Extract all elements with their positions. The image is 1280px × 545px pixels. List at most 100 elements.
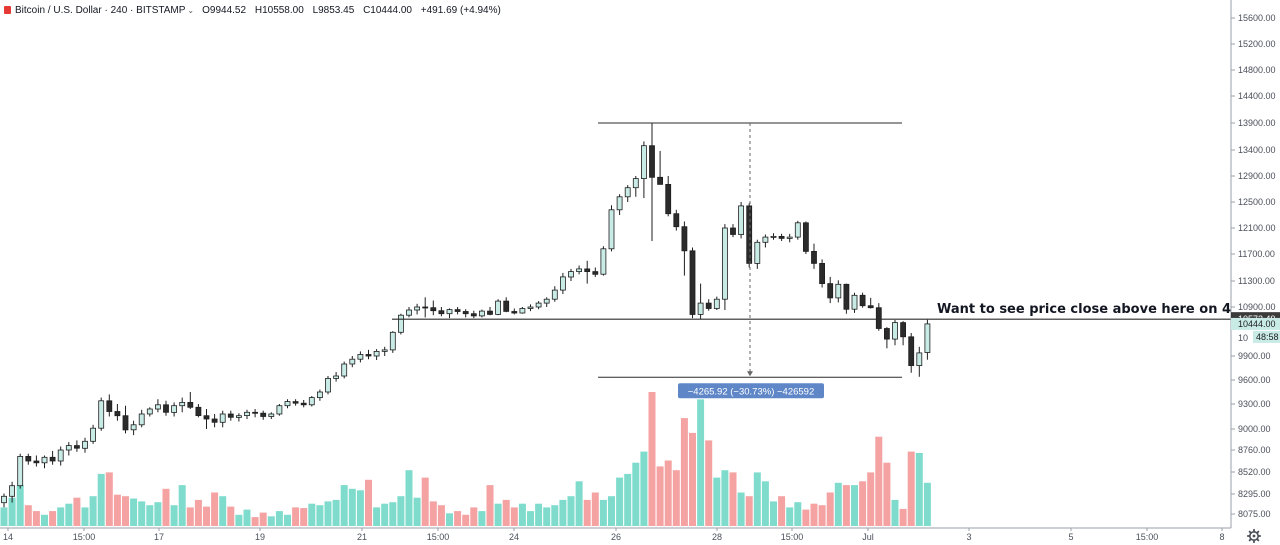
candle	[422, 297, 429, 318]
volume-bar	[745, 496, 753, 526]
candle	[527, 304, 534, 312]
volume-bar	[389, 502, 397, 526]
hidden-price-label: 10	[1238, 333, 1248, 343]
volume-bar	[122, 496, 129, 526]
time-tick-label: 5	[1068, 532, 1073, 542]
candle	[211, 414, 218, 428]
volume-bar	[502, 499, 510, 526]
price-tick-label: 10900.00	[1238, 302, 1276, 312]
volume-bar	[899, 508, 907, 526]
candle	[470, 310, 477, 319]
price-tick-label: 8760.00	[1238, 445, 1271, 455]
candle	[641, 141, 647, 199]
candle	[681, 221, 688, 276]
candle	[819, 259, 825, 288]
volume-bar	[49, 511, 57, 526]
time-tick-label: 15:00	[73, 532, 96, 542]
candle	[98, 397, 105, 431]
price-tick-label: 8295.00	[1238, 489, 1271, 499]
volume-bar	[680, 418, 688, 526]
volume-bar	[89, 496, 97, 526]
volume-bar	[907, 451, 915, 526]
price-tick-label: 12900.00	[1238, 171, 1276, 181]
candle	[584, 260, 591, 284]
volume-bar	[851, 485, 858, 526]
candle	[568, 268, 574, 281]
volume-bar	[203, 506, 210, 526]
candle	[900, 321, 906, 346]
candle	[835, 280, 842, 303]
time-tick-label: 15:00	[781, 532, 804, 542]
volume-bar	[421, 477, 429, 526]
price-tick-label: 11700.00	[1238, 249, 1275, 259]
range-measure[interactable]: −4265.92 (−30.73%) −426592	[598, 122, 902, 399]
candle	[9, 481, 16, 503]
range-label: −4265.92 (−30.73%) −426592	[688, 386, 815, 397]
chart-legend: Bitcoin / U.S. Dollar · 240 · BITSTAMP ⌄…	[0, 2, 507, 18]
candle	[341, 361, 348, 379]
candle	[867, 297, 874, 309]
volume-bar	[259, 512, 267, 526]
volume-bar	[494, 503, 502, 526]
candle	[673, 209, 680, 231]
volume-bar	[454, 511, 462, 526]
candle	[535, 301, 542, 310]
candle	[333, 372, 340, 382]
volume-bar	[915, 453, 923, 526]
candle	[260, 410, 267, 420]
volume-bars	[0, 392, 931, 526]
candle	[235, 413, 242, 422]
candle	[689, 247, 696, 319]
candle	[195, 404, 202, 418]
volume-bar	[194, 499, 202, 526]
volume-bar	[292, 507, 300, 526]
volume-bar	[583, 499, 591, 526]
candle	[713, 296, 720, 310]
candle	[276, 404, 283, 416]
volume-bar	[697, 399, 705, 526]
candle	[657, 151, 663, 185]
volume-bar	[73, 497, 81, 526]
candle	[892, 320, 898, 346]
volume-bar	[219, 496, 227, 526]
candlesticks	[1, 123, 931, 508]
candle	[543, 297, 550, 307]
volume-bar	[235, 514, 243, 526]
candle	[511, 308, 518, 315]
price-axis-bg	[1231, 0, 1280, 528]
candle	[430, 300, 437, 316]
volume-bar	[729, 472, 737, 526]
time-axis[interactable]: 14 15:00 17 19 21 15:00 24 26 28 15:00 Jul 3 5 15:00 8	[3, 528, 1225, 542]
symbol-title[interactable]: Bitcoin / U.S. Dollar · 240 · BITSTAMP	[15, 4, 186, 16]
candle	[478, 309, 485, 318]
chevron-down-icon[interactable]: ⌄	[187, 5, 195, 15]
volume-bar	[316, 505, 324, 526]
volume-bar	[251, 517, 259, 526]
volume-bar	[332, 499, 340, 526]
volume-bar	[891, 499, 899, 526]
candle	[649, 123, 655, 241]
volume-bar	[543, 507, 551, 526]
gear-icon[interactable]	[1246, 528, 1262, 544]
volume-bar	[640, 451, 648, 526]
candle	[851, 292, 858, 313]
price-tick-label: 9000.00	[1238, 424, 1271, 434]
volume-bar	[186, 507, 194, 526]
volume-bar	[41, 514, 48, 526]
price-axis[interactable]: 8075.00 8295.00 8520.00 8760.00 9000.00 9300.…	[1231, 13, 1276, 519]
volume-bar	[267, 516, 275, 526]
volume-bar	[8, 497, 16, 526]
candle	[292, 399, 299, 406]
candle	[446, 308, 453, 319]
candle	[495, 299, 502, 316]
last-price-label: 10444.00	[1238, 319, 1276, 329]
volume-bar	[559, 499, 567, 526]
change-value: +491.69 (+4.94%)	[420, 4, 501, 16]
volume-bar	[227, 506, 235, 526]
candle	[884, 327, 890, 349]
volume-bar	[178, 485, 186, 526]
candle	[325, 376, 331, 395]
candle	[916, 346, 923, 377]
price-tick-label: 8520.00	[1238, 467, 1271, 477]
